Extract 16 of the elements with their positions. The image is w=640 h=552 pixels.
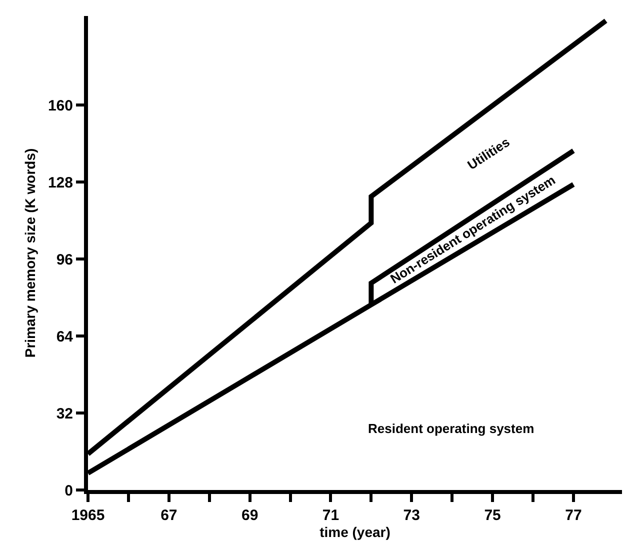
y-tick-label: 32 — [56, 405, 73, 422]
y-tick-label: 0 — [64, 482, 73, 500]
x-tick-label: 67 — [160, 507, 178, 524]
y-tick-label: 160 — [48, 97, 73, 114]
y-tick-label: 64 — [56, 328, 74, 346]
x-tick-label: 71 — [322, 507, 340, 524]
annotation: Resident operating system — [368, 421, 534, 436]
x-tick-label: 73 — [403, 507, 420, 524]
x-tick-label: 1965 — [71, 507, 105, 524]
x-tick-label: 69 — [241, 507, 258, 524]
x-tick-label: 75 — [484, 507, 501, 524]
y-tick-label: 96 — [56, 251, 73, 268]
x-tick-label: 77 — [565, 507, 582, 524]
y-axis-title: Primary memory size (K words) — [22, 148, 38, 358]
y-tick-label: 128 — [48, 174, 73, 192]
x-axis-title: time (year) — [320, 524, 390, 540]
